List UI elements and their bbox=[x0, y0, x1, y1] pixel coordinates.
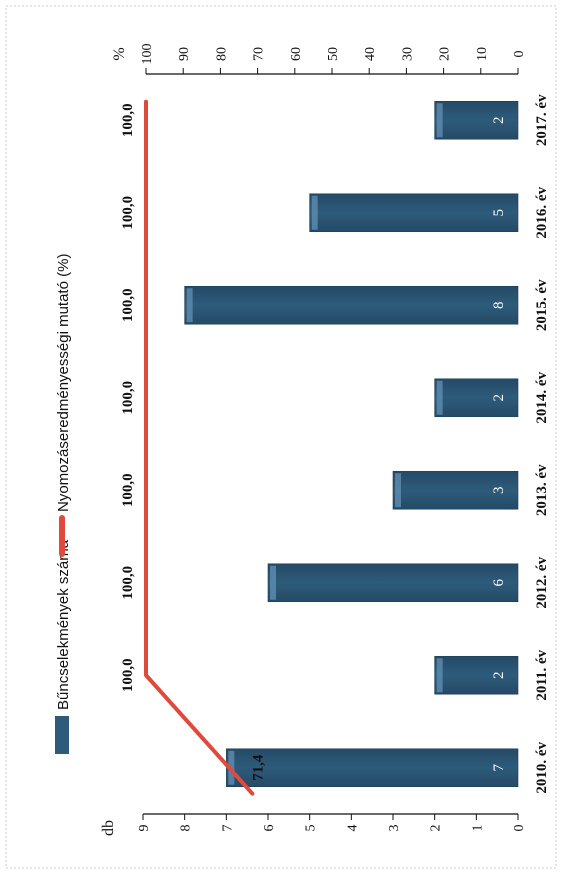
y-axis-left-tick-label: 1 bbox=[470, 825, 485, 832]
bar-highlight bbox=[436, 658, 443, 693]
chart-frame bbox=[5, 5, 557, 869]
x-axis-category-label: 2017. év bbox=[534, 94, 550, 146]
bar-highlight bbox=[186, 288, 193, 323]
x-axis-category-label: 2015. év bbox=[534, 279, 550, 331]
y-axis-right-tick-label: 20 bbox=[438, 47, 453, 61]
bar-highlight bbox=[270, 565, 276, 600]
x-axis-category-label: 2016. év bbox=[534, 186, 550, 238]
x-axis-category-label: 2011. év bbox=[534, 649, 550, 700]
bar-data-label: 2 bbox=[491, 394, 507, 402]
bars-layer bbox=[184, 100, 519, 788]
x-axis-category-label: 2010. év bbox=[534, 741, 550, 793]
y-axis-right-tick-label: 50 bbox=[326, 47, 341, 61]
x-axis-category-label: 2012. év bbox=[534, 556, 550, 608]
bar-highlight bbox=[395, 473, 401, 508]
y-axis-right-tick-label: 10 bbox=[475, 47, 490, 61]
y-axis-left-tick-label: 6 bbox=[262, 825, 277, 832]
bar bbox=[434, 378, 519, 418]
y-axis-right-tick-label: 70 bbox=[252, 47, 267, 61]
bar-highlight bbox=[436, 103, 443, 138]
bar-data-label: 5 bbox=[491, 209, 507, 217]
bar-highlight bbox=[311, 195, 318, 230]
y-axis-right-tick-label: 100 bbox=[140, 44, 155, 65]
bar-highlight bbox=[436, 380, 443, 415]
bar bbox=[434, 100, 519, 140]
series-line bbox=[144, 99, 255, 796]
bar-data-label: 7 bbox=[491, 764, 507, 772]
x-axis-category-label: 2013. év bbox=[534, 464, 550, 516]
bar-data-label: 2 bbox=[491, 672, 507, 680]
bar-data-label: 8 bbox=[491, 302, 507, 310]
line-data-label: 100,0 bbox=[120, 658, 136, 692]
y-axis-left-label: db bbox=[100, 820, 117, 836]
legend-label-bar: Bűncselekmények száma bbox=[55, 539, 72, 710]
y-axis-right-tick-label: 60 bbox=[289, 47, 304, 61]
bar bbox=[392, 470, 519, 510]
line-data-label: 100,0 bbox=[120, 381, 136, 415]
line-data-label: 100,0 bbox=[120, 196, 136, 230]
y-axis-right-tick-label: 90 bbox=[177, 47, 192, 61]
y-axis-left-tick-label: 2 bbox=[429, 825, 444, 832]
line-data-label: 100,0 bbox=[120, 288, 136, 322]
y-axis-left-tick-label: 3 bbox=[387, 825, 402, 832]
line-data-label: 100,0 bbox=[120, 566, 136, 600]
bar bbox=[309, 193, 519, 233]
bar-data-label: 6 bbox=[491, 579, 507, 587]
line-layer bbox=[144, 99, 255, 796]
y-axis-left-tick-label: 0 bbox=[512, 825, 527, 832]
bar bbox=[226, 748, 519, 788]
line-data-label: 100,0 bbox=[120, 473, 136, 507]
y-axis-left-tick-label: 9 bbox=[137, 825, 152, 832]
y-axis-right-tick-label: 0 bbox=[512, 51, 527, 58]
line-data-label: 100,0 bbox=[120, 103, 136, 137]
y-axis-right-label: % bbox=[111, 47, 128, 60]
axes-layer: 0 1 2 3 4 5 6 7 8 9 db 0 10 20 30 40 50 60 70 80 90 100% bbox=[100, 44, 527, 837]
legend-swatch-bar bbox=[55, 716, 69, 754]
legend-label-line: Nyomozáseredményességi mutató (%) bbox=[55, 254, 72, 512]
y-axis-right-tick-label: 40 bbox=[363, 47, 378, 61]
bar-data-label: 3 bbox=[491, 487, 507, 495]
y-axis-right-tick-label: 80 bbox=[214, 47, 229, 61]
chart-rotated-group: 0 1 2 3 4 5 6 7 8 9 db 0 10 20 30 40 50 60 70 80 90 100% 7 2 6 3… bbox=[55, 44, 550, 837]
line-data-label: 71,4 bbox=[250, 754, 266, 781]
y-axis-left-tick-label: 4 bbox=[345, 825, 360, 832]
bar bbox=[434, 655, 519, 695]
bar bbox=[267, 563, 519, 603]
legend-layer: Bűncselekmények száma Nyomozáseredményess… bbox=[55, 254, 72, 754]
y-axis-left-tick-label: 8 bbox=[179, 825, 194, 832]
x-axis-category-label: 2014. év bbox=[534, 371, 550, 423]
bar-data-label: 2 bbox=[491, 117, 507, 125]
labels-layer: 7 2 6 3 2 8 5 2 2010. év 2011. év 2012. év 2013. év… bbox=[120, 94, 550, 794]
y-axis-left-tick-label: 7 bbox=[220, 825, 235, 832]
y-axis-left-tick-label: 5 bbox=[304, 825, 319, 832]
y-axis-right-tick-label: 30 bbox=[400, 47, 415, 61]
bar bbox=[184, 285, 519, 325]
